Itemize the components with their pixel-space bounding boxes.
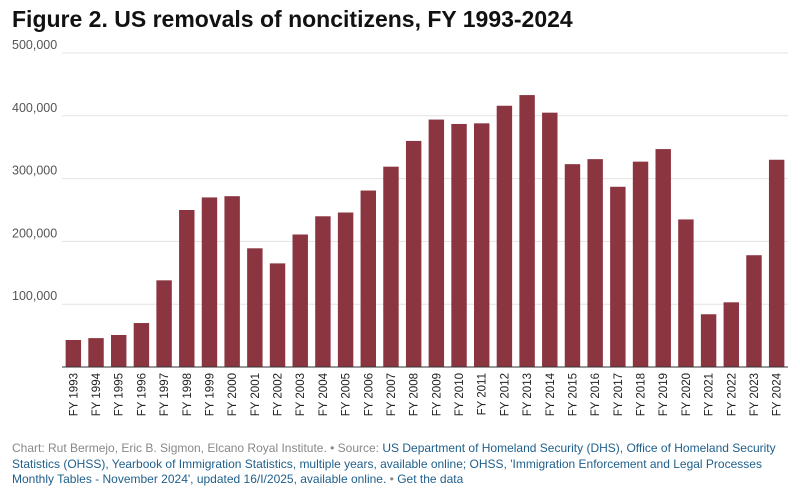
bar[interactable]: [247, 248, 263, 367]
x-tick-label: FY 2017: [613, 373, 625, 416]
x-tick-label: FY 2023: [749, 373, 761, 416]
bar[interactable]: [360, 190, 376, 367]
footer-separator: •: [386, 472, 398, 486]
source-link[interactable]: US Department of Homeland Security (DHS)…: [12, 441, 776, 486]
bar[interactable]: [496, 105, 513, 367]
y-tick-label: 300,000: [12, 164, 57, 178]
x-tick-label: FY 2010: [454, 373, 466, 416]
bar[interactable]: [700, 314, 717, 367]
chart-footer: Chart: Rut Bermejo, Eric B. Sigmon, Elca…: [12, 441, 788, 488]
x-tick-label: FY 1999: [204, 373, 216, 416]
x-tick-label: FY 2018: [636, 373, 648, 416]
bar-chart: 100,000 200,000 300,000 400,000 500,000 FY 1…: [12, 38, 788, 416]
x-tick-label: FY 2003: [295, 373, 307, 416]
credit-text: Chart: Rut Bermejo, Eric B. Sigmon, Elca…: [12, 441, 383, 455]
x-tick-label: FY 1994: [91, 372, 103, 416]
x-tick-label: FY 2012: [499, 373, 511, 416]
x-tick-label: FY 2000: [227, 373, 239, 416]
x-tick-label: FY 2005: [341, 373, 353, 416]
x-tick-label: FY 2019: [658, 373, 670, 416]
x-tick-label: FY 2002: [273, 373, 285, 416]
x-tick-label: FY 1993: [68, 373, 80, 416]
x-tick-label: FY 2004: [318, 372, 330, 416]
x-tick-label: FY 2020: [681, 373, 693, 416]
bar[interactable]: [746, 255, 762, 367]
y-tick-label: 200,000: [12, 226, 57, 240]
bar[interactable]: [383, 166, 399, 367]
bar[interactable]: [88, 338, 104, 367]
x-tick-label: FY 1997: [159, 373, 171, 416]
x-tick-label: FY 2021: [704, 373, 716, 416]
bar[interactable]: [632, 161, 649, 367]
bar[interactable]: [474, 123, 490, 367]
bars: [65, 95, 785, 368]
y-tick-label: 400,000: [12, 101, 57, 115]
x-tick-label: FY 1996: [136, 373, 148, 416]
x-axis-tick-labels: FY 1993 FY 1994 FY 1995 FY 1996 FY 1997 FY 19…: [68, 372, 783, 416]
x-tick-label: FY 2016: [590, 373, 602, 416]
bar[interactable]: [723, 302, 739, 367]
bar[interactable]: [405, 140, 422, 367]
get-data-link[interactable]: Get the data: [397, 472, 464, 486]
bar[interactable]: [224, 196, 240, 367]
bar[interactable]: [315, 216, 331, 367]
x-tick-label: FY 2007: [386, 373, 398, 416]
bar[interactable]: [451, 123, 467, 368]
x-tick-label: FY 2014: [545, 372, 557, 416]
y-axis-tick-labels: 100,000 200,000 300,000 400,000 500,000: [12, 38, 57, 303]
bar[interactable]: [201, 197, 218, 367]
y-tick-label: 100,000: [12, 289, 57, 303]
bar[interactable]: [542, 112, 558, 367]
y-tick-label: 500,000: [12, 38, 57, 52]
bar[interactable]: [65, 339, 82, 367]
x-tick-label: FY 2022: [726, 373, 738, 416]
bar[interactable]: [111, 334, 127, 367]
x-tick-label: FY 2006: [363, 373, 375, 416]
bar[interactable]: [337, 212, 354, 367]
x-tick-label: FY 1995: [114, 373, 126, 416]
bar[interactable]: [564, 164, 581, 367]
bar[interactable]: [428, 119, 445, 368]
chart-title: Figure 2. US removals of noncitizens, FY…: [12, 6, 573, 32]
bar[interactable]: [587, 159, 603, 367]
bar[interactable]: [655, 149, 671, 367]
x-tick-label: FY 1998: [182, 373, 194, 416]
bar[interactable]: [519, 95, 535, 368]
bar[interactable]: [768, 159, 785, 367]
bar[interactable]: [292, 234, 308, 367]
x-tick-label: FY 2001: [250, 373, 262, 416]
x-tick-label: FY 2008: [409, 373, 421, 416]
bar[interactable]: [156, 280, 172, 367]
x-tick-label: FY 2009: [431, 373, 443, 416]
bar[interactable]: [610, 186, 626, 367]
x-tick-label: FY 2024: [772, 372, 784, 416]
bar[interactable]: [678, 219, 694, 367]
bar[interactable]: [269, 263, 286, 367]
x-tick-label: FY 2013: [522, 373, 534, 416]
x-tick-label: FY 2015: [567, 373, 579, 416]
x-tick-label: FY 2011: [477, 373, 489, 415]
bar[interactable]: [133, 323, 150, 367]
bar[interactable]: [179, 210, 195, 367]
